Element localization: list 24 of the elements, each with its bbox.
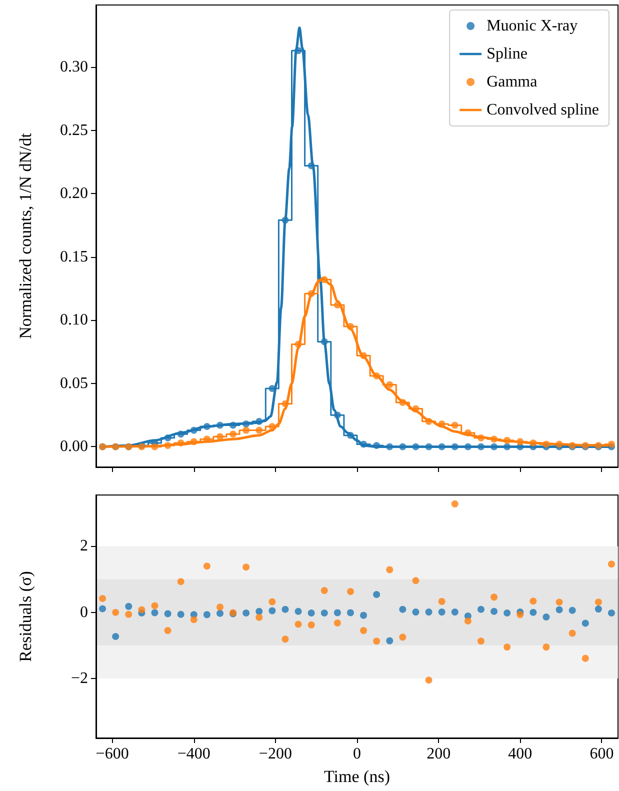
x-tick-label: −600 bbox=[96, 746, 129, 762]
legend-label: Gamma bbox=[486, 74, 538, 90]
x-tick-label: 400 bbox=[508, 746, 532, 762]
y-tick-label: 0.10 bbox=[60, 312, 88, 329]
x-axis-title: Time (ns) bbox=[324, 767, 390, 786]
x-tick-label: 200 bbox=[426, 746, 451, 762]
y-tick-label: 0.05 bbox=[60, 374, 88, 392]
y-tick-label: 0.30 bbox=[60, 58, 88, 76]
y-tick-label: 0 bbox=[80, 604, 88, 621]
y-tick-label: 0.25 bbox=[60, 122, 88, 139]
y-tick-label: 0.00 bbox=[60, 438, 88, 456]
y-tick-label: 0.15 bbox=[60, 248, 88, 266]
y-tick-label: 2 bbox=[80, 538, 88, 555]
legend-label: Spline bbox=[486, 46, 528, 62]
y-axis-title: Residuals (σ) bbox=[16, 571, 35, 662]
x-tick-label: 0 bbox=[353, 746, 361, 762]
x-tick-label: 600 bbox=[590, 746, 614, 762]
y-tick-label: −2 bbox=[70, 670, 88, 687]
y-axis-title: Normalized counts, 1/N dN/dt bbox=[16, 132, 35, 339]
x-tick-label: −400 bbox=[177, 746, 210, 762]
legend-label: Convolved spline bbox=[486, 102, 599, 118]
y-tick-label: 0.20 bbox=[60, 185, 88, 202]
x-tick-label: −200 bbox=[258, 746, 292, 762]
legend-label: Muonic X-ray bbox=[486, 18, 578, 34]
